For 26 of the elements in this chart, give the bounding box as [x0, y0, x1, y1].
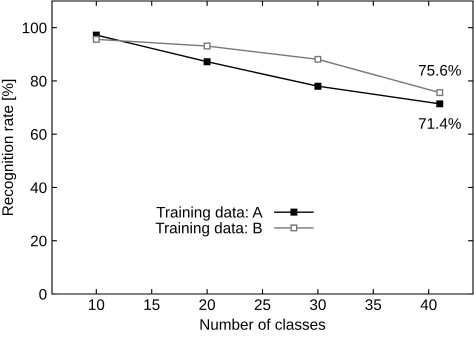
- legend-label: Training data: B: [156, 222, 262, 236]
- y-axis-title: Recognition rate [%]: [2, 80, 16, 216]
- y-tick-label: 60: [30, 129, 47, 140]
- x-tick-label: 40: [420, 299, 437, 310]
- point: [314, 82, 322, 90]
- y-tick-label: 40: [30, 182, 47, 194]
- point: [436, 100, 444, 108]
- x-tick-label: 20: [199, 299, 216, 310]
- point: [314, 56, 322, 63]
- annotation: 75.6%: [418, 64, 461, 76]
- x-tick-label: 30: [310, 299, 326, 310]
- point: [92, 36, 100, 43]
- y-tick-label: 0: [39, 288, 47, 300]
- y-tick-label: 100: [22, 22, 47, 34]
- point: [204, 42, 211, 50]
- y-tick-label: 20: [30, 236, 47, 246]
- annotation: 71.4%: [418, 118, 461, 129]
- point: [204, 58, 211, 66]
- y-tick-label: 80: [30, 76, 47, 87]
- x-tick-label: 25: [254, 299, 270, 310]
- x-tick-label: 15: [144, 299, 160, 310]
- x-tick-label: 35: [365, 299, 382, 310]
- x-tick-label: 10: [88, 299, 104, 310]
- legend-label: Training data: A: [156, 206, 263, 221]
- x-axis-title: Number of classes: [200, 318, 326, 330]
- point: [436, 89, 444, 96]
